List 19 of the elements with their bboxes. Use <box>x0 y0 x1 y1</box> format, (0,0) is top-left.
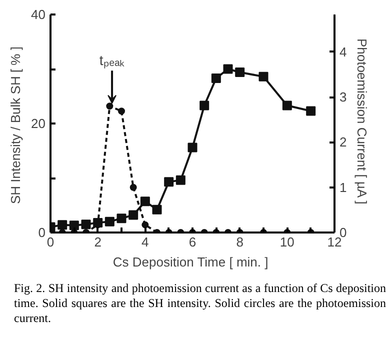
y2-tick-label: 0 <box>340 225 347 240</box>
y-tick-label: 0 <box>38 225 46 240</box>
y2-tick-label: 3 <box>340 90 347 105</box>
y2-tick-label: 1 <box>340 180 347 195</box>
caption: Fig. 2. SH intensity and photoemission current as a function of Cs deposition time. Solid squares are the SH intensity. Solid circles are the photoemission current. <box>14 281 386 326</box>
x-tick-label: 8 <box>236 234 244 250</box>
y-tick-label: 20 <box>31 116 46 131</box>
x-tick-label: 6 <box>188 234 196 250</box>
y2-axis-title: Photoemission Current [ µA ] <box>354 38 370 204</box>
x-axis-title: Cs Deposition Time [ min. ] <box>112 254 268 270</box>
x-tick-label: 12 <box>327 234 342 250</box>
y-axis-title: SH Intensity / Bulk SH [ % ] <box>8 46 24 204</box>
x-tick-label: 10 <box>280 234 294 250</box>
annotation: tₚₑₐₖ <box>99 52 125 69</box>
x-tick-label: 2 <box>94 234 102 250</box>
y2-tick-label: 2 <box>340 134 347 150</box>
y-tick-label: 40 <box>31 7 46 22</box>
y2-tick-label: 4 <box>340 44 347 60</box>
x-tick-label: 4 <box>142 234 149 250</box>
